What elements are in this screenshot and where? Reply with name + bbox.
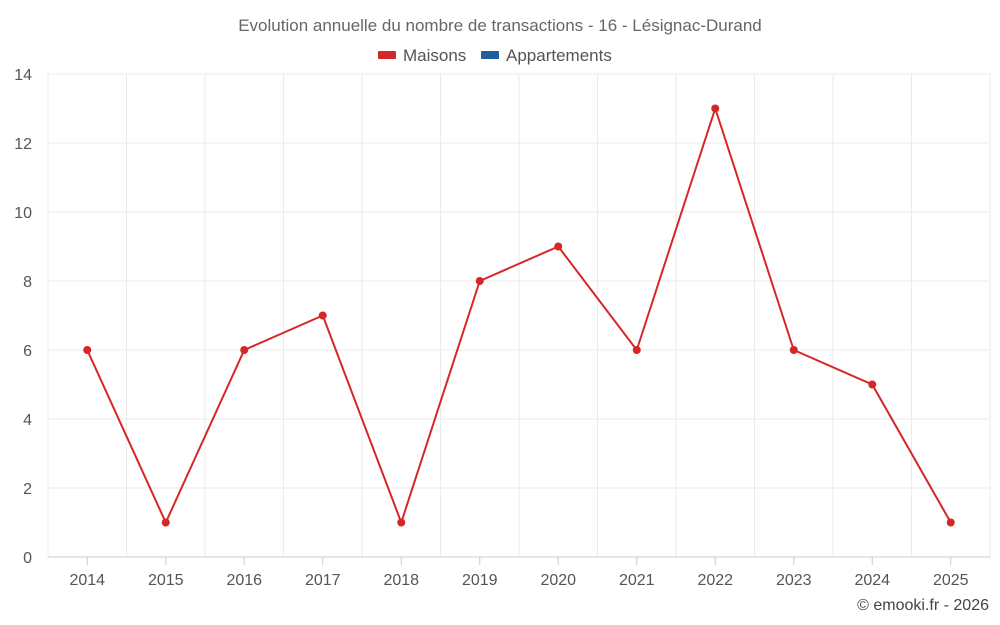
series-line-maisons (86, 107, 952, 524)
legend-label-maisons: Maisons (403, 46, 466, 65)
x-tick-label: 2023 (776, 572, 812, 589)
y-tick-label: 10 (14, 205, 32, 222)
x-tick-label: 2020 (540, 572, 576, 589)
y-tick-label: 0 (23, 550, 32, 567)
x-tick-label: 2016 (226, 572, 262, 589)
data-point-maisons[interactable] (318, 311, 327, 320)
legend: Maisons Appartements (378, 46, 612, 65)
x-tick-label: 2025 (933, 572, 969, 589)
x-tick-label: 2024 (854, 572, 890, 589)
data-point-maisons[interactable] (554, 242, 563, 251)
legend-swatch-maisons (378, 51, 396, 59)
x-tick-label: 2015 (148, 572, 184, 589)
chart-title: Evolution annuelle du nombre de transact… (238, 16, 762, 35)
data-point-maisons[interactable] (711, 104, 720, 113)
credit-text: © emooki.fr - 2026 (857, 597, 989, 614)
y-tick-label: 4 (23, 412, 32, 429)
data-point-maisons[interactable] (946, 518, 955, 527)
x-tick-label: 2022 (697, 572, 733, 589)
x-tick-label: 2019 (462, 572, 498, 589)
plot-area (83, 104, 955, 527)
y-tick-label: 6 (23, 343, 32, 360)
grid (47, 73, 991, 557)
data-point-maisons[interactable] (397, 518, 406, 527)
y-tick-label: 12 (14, 136, 32, 153)
x-tick-label: 2014 (69, 572, 105, 589)
x-axis: 2014 2015 2016 2017 2018 2019 2020 2021 2022 2023… (48, 556, 990, 589)
data-point-maisons[interactable] (789, 346, 798, 354)
data-point-maisons[interactable] (475, 277, 484, 285)
data-point-maisons[interactable] (632, 346, 641, 354)
data-point-maisons[interactable] (240, 346, 249, 354)
data-point-maisons[interactable] (868, 380, 877, 389)
legend-item-maisons[interactable]: Maisons (378, 46, 466, 65)
y-tick-label: 8 (23, 274, 32, 291)
legend-label-appartements: Appartements (506, 46, 612, 65)
y-tick-label: 2 (23, 481, 32, 498)
data-point-maisons[interactable] (83, 346, 92, 354)
x-tick-label: 2017 (305, 572, 341, 589)
y-tick-label: 14 (14, 67, 32, 84)
x-tick-label: 2021 (619, 572, 655, 589)
legend-item-appartements[interactable]: Appartements (481, 46, 612, 65)
y-axis: 0 2 4 6 8 10 12 14 (14, 67, 32, 567)
legend-swatch-appartements (481, 51, 499, 59)
data-point-maisons[interactable] (161, 518, 170, 527)
x-tick-label: 2018 (383, 572, 419, 589)
